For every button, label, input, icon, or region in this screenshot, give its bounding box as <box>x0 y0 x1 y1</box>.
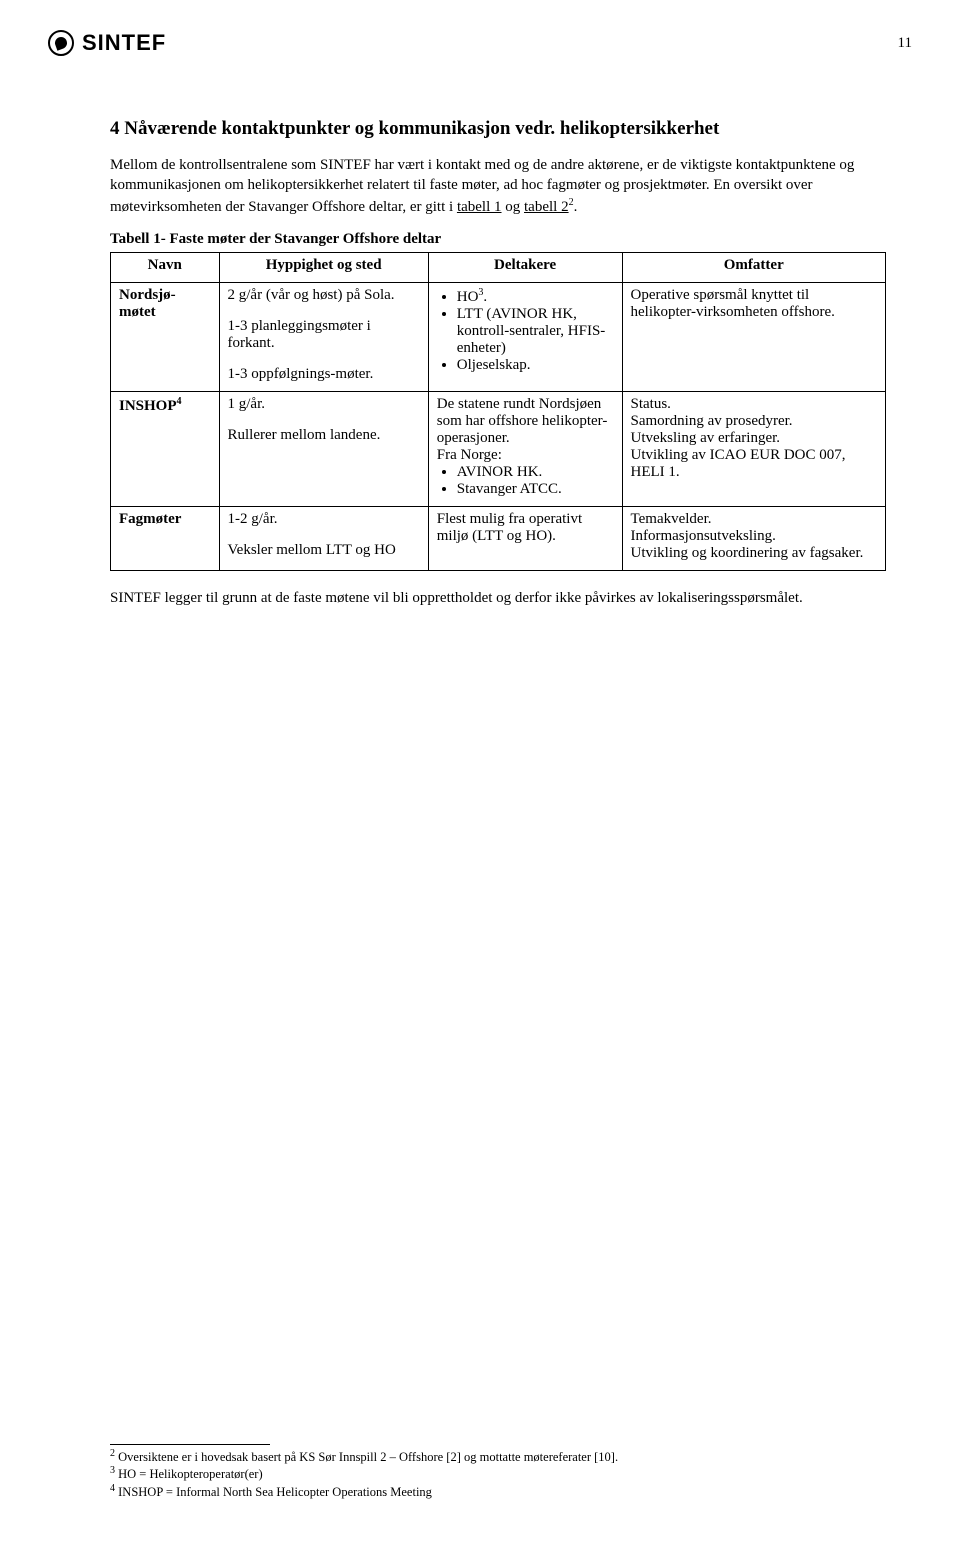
footnote-ref-4: 4 <box>177 396 182 407</box>
link-tabell-2[interactable]: tabell 2 <box>524 199 569 215</box>
freq-line: 2 g/år (vår og høst) på Sola. <box>228 287 420 304</box>
cell-freq: 1-2 g/år. Veksler mellom LTT og HO <box>219 507 428 571</box>
table-header-row: Navn Hyppighet og sted Deltakere Omfatte… <box>111 253 886 283</box>
page-header: SINTEF 11 <box>48 30 912 56</box>
closing-paragraph: SINTEF legger til grunn at de faste møte… <box>110 589 886 609</box>
cell-participants: Flest mulig fra operativt miljø (LTT og … <box>428 507 622 571</box>
meeting-name: INSHOP <box>119 398 177 414</box>
meeting-name: Nordsjø-møtet <box>119 287 176 320</box>
table-row: Nordsjø-møtet 2 g/år (vår og høst) på So… <box>111 283 886 392</box>
list-item: HO3. <box>457 287 614 306</box>
footnote-text: HO = Helikopteroperatør(er) <box>115 1468 263 1482</box>
list-item: Stavanger ATCC. <box>457 481 614 498</box>
page: SINTEF 11 4 Nåværende kontaktpunkter og … <box>0 0 960 1545</box>
footnote: 3 HO = Helikopteroperatør(er) <box>110 1465 886 1483</box>
table-row: Fagmøter 1-2 g/år. Veksler mellom LTT og… <box>111 507 886 571</box>
footnote-divider <box>110 1444 270 1445</box>
brand-logo-icon <box>48 30 74 56</box>
footnote-ref-3: 3 <box>478 287 483 298</box>
cell-name: Fagmøter <box>111 507 220 571</box>
list-item: LTT (AVINOR HK, kontroll-sentraler, HFIS… <box>457 306 614 357</box>
col-header-freq: Hyppighet og sted <box>219 253 428 283</box>
footnote-text: Oversiktene er i hovedsak basert på KS S… <box>115 1450 618 1464</box>
intro-end: . <box>574 199 578 215</box>
footnote: 2 Oversiktene er i hovedsak basert på KS… <box>110 1448 886 1466</box>
cell-participants: De statene rundt Nordsjøen som har offsh… <box>428 392 622 507</box>
freq-line: Rullerer mellom landene. <box>228 427 420 444</box>
meetings-table: Navn Hyppighet og sted Deltakere Omfatte… <box>110 252 886 571</box>
table-caption: Tabell 1- Faste møter der Stavanger Offs… <box>110 231 886 248</box>
freq-line: Veksler mellom LTT og HO <box>228 542 420 559</box>
participants-text: De statene rundt Nordsjøen som har offsh… <box>437 396 614 464</box>
table-row: INSHOP4 1 g/år. Rullerer mellom landene.… <box>111 392 886 507</box>
freq-line: 1-3 oppfølgnings-møter. <box>228 366 420 383</box>
cell-name: INSHOP4 <box>111 392 220 507</box>
brand-logo: SINTEF <box>48 30 166 56</box>
footnotes: 2 Oversiktene er i hovedsak basert på KS… <box>110 1444 886 1501</box>
cell-participants: HO3. LTT (AVINOR HK, kontroll-sentraler,… <box>428 283 622 392</box>
cell-coverage: Temakvelder. Informasjonsutveksling. Utv… <box>622 507 886 571</box>
footnote-text: INSHOP = Informal North Sea Helicopter O… <box>115 1485 432 1499</box>
cell-coverage: Status. Samordning av prosedyrer. Utveks… <box>622 392 886 507</box>
freq-line: 1 g/år. <box>228 396 420 413</box>
col-header-part: Deltakere <box>428 253 622 283</box>
col-header-name: Navn <box>111 253 220 283</box>
col-header-cov: Omfatter <box>622 253 886 283</box>
section-heading: 4 Nåværende kontaktpunkter og kommunikas… <box>110 118 886 140</box>
freq-line: 1-2 g/år. <box>228 511 420 528</box>
cell-freq: 2 g/år (vår og høst) på Sola. 1-3 planle… <box>219 283 428 392</box>
list-item: Oljeselskap. <box>457 357 614 374</box>
bullet-text: HO <box>457 289 479 305</box>
intro-mid: og <box>502 199 525 215</box>
footnote: 4 INSHOP = Informal North Sea Helicopter… <box>110 1483 886 1501</box>
intro-paragraph: Mellom de kontrollsentralene som SINTEF … <box>110 156 886 217</box>
brand-name: SINTEF <box>82 30 166 56</box>
cell-freq: 1 g/år. Rullerer mellom landene. <box>219 392 428 507</box>
page-number: 11 <box>898 35 912 52</box>
freq-line: 1-3 planleggingsmøter i forkant. <box>228 318 420 352</box>
link-tabell-1[interactable]: tabell 1 <box>457 199 502 215</box>
cell-name: Nordsjø-møtet <box>111 283 220 392</box>
cell-coverage: Operative spørsmål knyttet til helikopte… <box>622 283 886 392</box>
list-item: AVINOR HK. <box>457 464 614 481</box>
